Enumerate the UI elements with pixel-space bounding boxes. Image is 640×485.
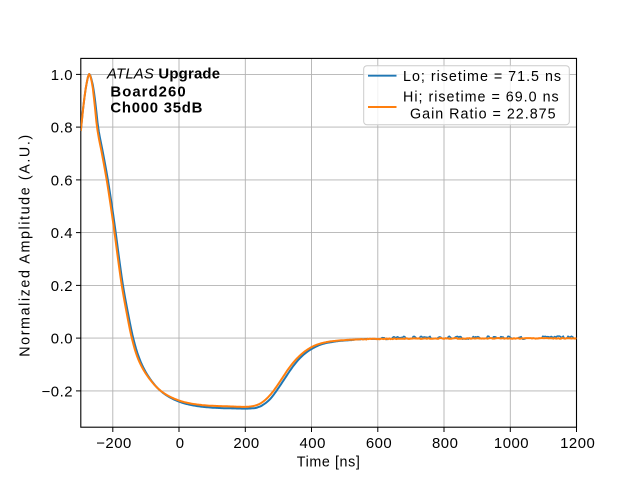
svg-text:0.8: 0.8 — [51, 121, 73, 137]
svg-text:Normalized Amplitude (A.U.): Normalized Amplitude (A.U.) — [18, 133, 34, 357]
svg-text:1000: 1000 — [494, 436, 529, 452]
svg-text:Hi; risetime = 69.0 ns: Hi; risetime = 69.0 ns — [403, 89, 560, 105]
svg-text:Gain Ratio = 22.875: Gain Ratio = 22.875 — [410, 107, 557, 123]
svg-text:0: 0 — [176, 436, 185, 452]
svg-text:Board260: Board260 — [110, 84, 186, 100]
svg-text:−200: −200 — [96, 436, 132, 452]
svg-text:Ch000 35dB: Ch000 35dB — [110, 100, 203, 116]
svg-text:0.0: 0.0 — [51, 332, 73, 348]
svg-text:600: 600 — [366, 436, 392, 452]
svg-text:ATLAS Upgrade: ATLAS Upgrade — [106, 66, 220, 82]
svg-text:400: 400 — [300, 436, 326, 452]
svg-text:−0.2: −0.2 — [42, 384, 73, 400]
svg-text:0.4: 0.4 — [51, 226, 73, 242]
svg-text:1200: 1200 — [560, 436, 595, 452]
svg-text:800: 800 — [432, 436, 458, 452]
svg-text:Lo; risetime = 71.5 ns: Lo; risetime = 71.5 ns — [403, 69, 562, 85]
svg-text:Time [ns]: Time [ns] — [297, 454, 361, 470]
svg-text:200: 200 — [233, 436, 259, 452]
svg-text:0.6: 0.6 — [51, 173, 73, 189]
svg-text:0.2: 0.2 — [51, 279, 73, 295]
svg-text:1.0: 1.0 — [51, 68, 73, 84]
